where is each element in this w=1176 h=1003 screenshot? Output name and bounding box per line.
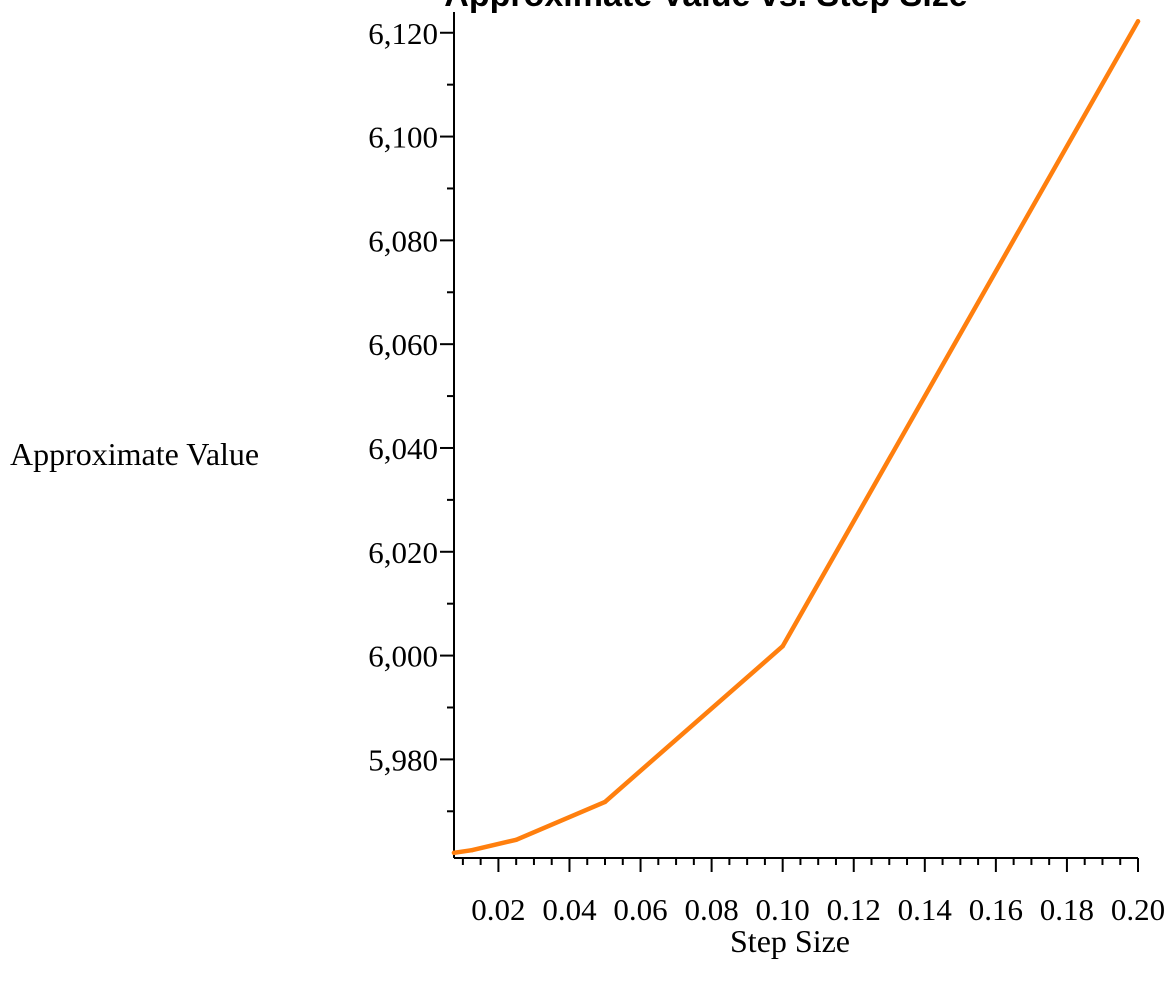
y-tick-label: 6,060 (368, 327, 438, 362)
title-layer: Approximate Value vs. Step Size (444, 0, 967, 14)
y-tick-label: 6,100 (368, 120, 438, 155)
x-tick-label: 0.10 (756, 892, 810, 927)
y-tick-label: 6,020 (368, 535, 438, 570)
chart-title: Approximate Value vs. Step Size (444, 0, 967, 14)
data-point (513, 837, 519, 843)
x-tick-label: 0.04 (542, 892, 597, 927)
x-tick-label: 0.06 (613, 892, 667, 927)
x-tick-label: 0.16 (969, 892, 1023, 927)
x-tick-label: 0.20 (1111, 892, 1165, 927)
x-tick-label: 0.12 (827, 892, 881, 927)
x-tick-label: 0.18 (1040, 892, 1094, 927)
tick-labels-layer: 0.02 0.04 0.06 0.08 0.10 0.12 0.14 0.16 0.18 0.20… (368, 16, 1165, 927)
y-tick-label: 6,080 (368, 223, 438, 258)
series-line (451, 19, 1141, 856)
x-tick-label: 0.08 (684, 892, 738, 927)
axes-layer (453, 12, 1138, 859)
data-point (780, 644, 785, 649)
x-axis-title: Step Size (730, 923, 850, 959)
data-point (451, 850, 457, 856)
x-tick-label: 0.02 (471, 892, 525, 927)
x-tick-label: 0.14 (898, 892, 953, 927)
y-tick-label: 6,120 (368, 16, 438, 51)
ticks-layer (440, 31, 1139, 872)
y-tick-label: 5,980 (368, 742, 438, 777)
y-tick-label: 6,000 (368, 639, 438, 674)
series-layer (451, 19, 1141, 856)
y-axis-title: Approximate Value (10, 436, 259, 472)
data-point (602, 799, 608, 805)
data-point (1135, 19, 1141, 24)
y-tick-label: 6,040 (368, 431, 438, 466)
data-point (469, 848, 474, 853)
